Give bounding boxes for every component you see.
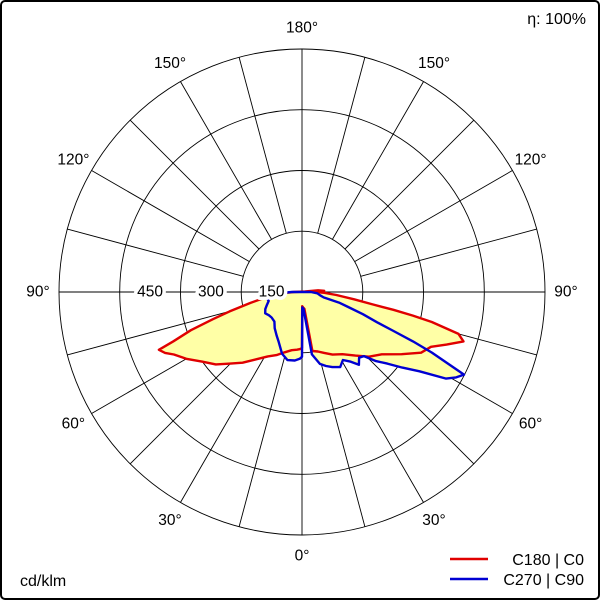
curve-fill-c270-c90: [263, 292, 464, 379]
polar-grid: [58, 48, 546, 536]
grid-spoke-135: [344, 119, 475, 250]
grid-spoke-255: [67, 228, 244, 277]
angle-label-150-right: 150°: [418, 55, 450, 72]
angle-label-90-left: 90°: [26, 284, 49, 301]
angle-label-120-right: 120°: [515, 152, 547, 169]
grid-spoke-165: [317, 57, 366, 234]
legend-label-c0: C180 | C0: [512, 552, 584, 569]
curve-c270-c90: [262, 290, 466, 380]
legend: C180 | C0 C270 | C90: [450, 552, 584, 589]
units-label: cd/klm: [20, 573, 66, 590]
grid-spoke-120: [354, 170, 513, 262]
angle-label-60-right: 60°: [519, 416, 542, 433]
angle-label-180: 180°: [286, 20, 318, 37]
radial-tick-label-450: 450: [137, 284, 163, 301]
grid-spoke-30: [332, 344, 424, 503]
axis-labels: 180° 150° 150° 120° 120° 90° 90° 60° 60° 30° 30° 0°…: [26, 20, 577, 565]
angle-label-30-left: 30°: [158, 512, 181, 529]
efficiency-label: η: 100%: [527, 11, 586, 28]
grid-spoke-345: [238, 350, 287, 527]
radial-tick-label-300: 300: [198, 284, 224, 301]
grid-spoke-240: [91, 170, 250, 262]
grid-spoke-15: [317, 350, 366, 527]
grid-spoke-330: [180, 344, 272, 503]
grid-spoke-210: [180, 81, 272, 240]
angle-label-90-right: 90°: [554, 284, 577, 301]
legend-label-c90: C270 | C90: [503, 572, 584, 589]
angle-label-30-right: 30°: [422, 512, 445, 529]
angle-label-0: 0°: [295, 548, 310, 565]
grid-spoke-225: [129, 119, 260, 250]
angle-label-120-left: 120°: [57, 152, 89, 169]
radial-tick-label-150: 150: [259, 284, 285, 301]
angle-label-60-left: 60°: [62, 416, 85, 433]
grid-spoke-285: [67, 307, 244, 356]
intensity-curves: [157, 289, 466, 380]
grid-spoke-150: [332, 81, 424, 240]
grid-spoke-105: [360, 228, 537, 277]
angle-label-150-left: 150°: [154, 55, 186, 72]
grid-spoke-195: [238, 57, 287, 234]
